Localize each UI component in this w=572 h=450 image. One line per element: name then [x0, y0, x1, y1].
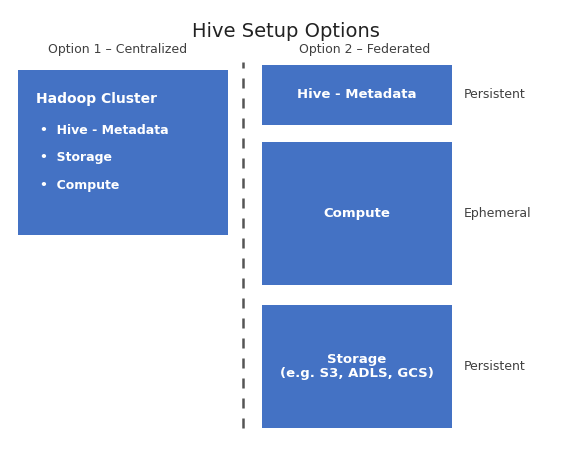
Text: Hive - Metadata: Hive - Metadata — [297, 89, 417, 102]
Text: Option 2 – Federated: Option 2 – Federated — [299, 44, 431, 57]
Text: •  Storage: • Storage — [40, 152, 112, 165]
Text: Ephemeral: Ephemeral — [464, 207, 531, 220]
Text: Storage
(e.g. S3, ADLS, GCS): Storage (e.g. S3, ADLS, GCS) — [280, 352, 434, 381]
FancyBboxPatch shape — [262, 305, 452, 428]
Text: Persistent: Persistent — [464, 360, 526, 373]
Text: Persistent: Persistent — [464, 89, 526, 102]
Text: •  Compute: • Compute — [40, 180, 120, 193]
Text: Compute: Compute — [324, 207, 391, 220]
FancyBboxPatch shape — [18, 70, 228, 235]
Text: Option 1 – Centralized: Option 1 – Centralized — [49, 44, 188, 57]
FancyBboxPatch shape — [262, 65, 452, 125]
Text: Hadoop Cluster: Hadoop Cluster — [36, 92, 157, 106]
Text: Hive Setup Options: Hive Setup Options — [192, 22, 380, 41]
FancyBboxPatch shape — [262, 142, 452, 285]
Text: •  Hive - Metadata: • Hive - Metadata — [40, 123, 169, 136]
